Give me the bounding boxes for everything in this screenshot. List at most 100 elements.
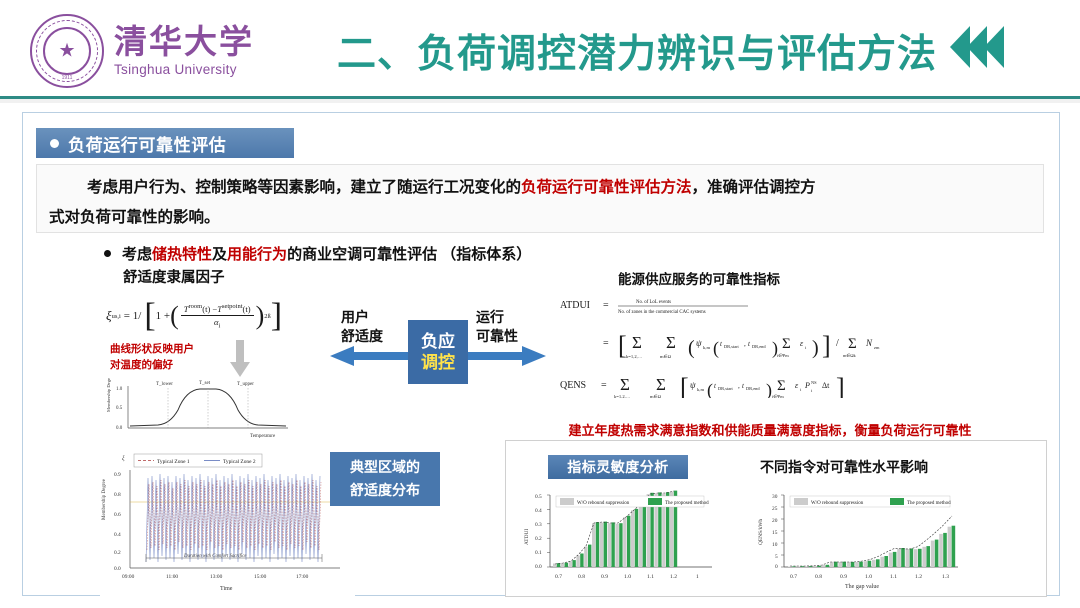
label-operation-reliability: 运行 可靠性 [476, 308, 518, 346]
cr-xtick-1-2: 1.2 [915, 574, 922, 580]
ts-ytick-02: 0.2 [114, 550, 121, 556]
ts-ytick-04: 0.4 [114, 532, 121, 538]
logo-chinese-name: 清华大学 [114, 22, 254, 62]
ts-ytick-06: 0.6 [114, 512, 121, 518]
ts-ytick-09: 0.9 [114, 472, 121, 478]
formula-lhs-sup: u [111, 312, 115, 320]
typical-zone-comfort-chart: ξ Typical Zone 1 Typical Zone 2 0.9 0.8 … [100, 440, 355, 600]
bullet-text-a: 考虑 [122, 246, 153, 263]
eq-qens-name: QENS [560, 380, 586, 391]
eq-qens-paren-open: ( [707, 380, 713, 398]
paragraph-line-1: 考虑用户行为、控制策略等因素影响，建立了随运行工况变化的负荷运行可靠性评估方法，… [49, 173, 1031, 203]
cl-xtick-1-0: 1.0 [624, 574, 631, 580]
eq-epsilon: ε [800, 339, 804, 348]
eq-sum-3-sub: i∈Ψm [777, 353, 789, 358]
eq-qens-sum-2-sub: m∈Ω [650, 394, 662, 398]
logo-english-name: Tsinghua University [114, 61, 237, 77]
bullet-text-b: 及 [212, 246, 228, 263]
cr-xtick-0-7: 0.7 [790, 574, 797, 580]
label-user-comfort-l2: 舒适度 [341, 328, 383, 344]
ts-ylabel-text: Membership Degree [102, 478, 107, 520]
eq-qens-psi: ψ [690, 380, 696, 390]
formula-lhs-sub: s,i [114, 312, 121, 320]
ts-series-zone2 [145, 473, 321, 563]
eq-t-start-sub: DR,start [724, 344, 740, 350]
qens-command-chart: 30 25 20 15 10 5 0 QENS/kWh [752, 487, 967, 591]
eq-qens-psi-sub: k,m [697, 387, 704, 393]
eq-bracket-close: ] [822, 331, 831, 360]
down-arrow-icon [230, 340, 250, 377]
cl-xtick-0-8: 0.8 [578, 574, 585, 580]
eq-qens-bracket-close: ] [836, 373, 845, 398]
eq-atdui-equals2: = [603, 338, 609, 349]
cr-ytick-30: 30 [772, 494, 778, 500]
cl-ytick-0-1: 0.1 [535, 550, 542, 556]
cr-ylabel: QENS/kWh [758, 519, 764, 545]
cl-ytick-0-5: 0.5 [535, 494, 542, 500]
bullet-text-c: 的商业空调可靠性评估 （指标体系） [287, 246, 532, 263]
curve-note-line-2: 对温度的偏好 [110, 359, 173, 371]
bottom-panel-red-banner: 建立年度热需求满意指数和供能质量满意度指标，衡量负荷运行可靠性 [568, 423, 972, 438]
eq-divide: / [836, 338, 839, 349]
eq-qens-epsilon-sub: i [800, 387, 802, 392]
chevron-left-icon [984, 26, 1004, 68]
eq-sum-4-sub: m∈Ωk [843, 353, 857, 358]
command-impact-title: 不同指令对可靠性水平影响 [760, 459, 928, 475]
eq-atdui-name: ATDUI [560, 300, 590, 311]
cr-xtick-1-0: 1.0 [865, 574, 872, 580]
eq-qens-sum-1-sub: k=1,2,… [614, 394, 631, 398]
header-divider [0, 96, 1080, 99]
mem-xlabel: Temperature [250, 434, 276, 439]
chevron-left-icon [967, 26, 987, 68]
tsinghua-seal-icon: ★ 1911 [30, 14, 104, 88]
paren-open-icon: ( [170, 301, 179, 330]
eq-qens-sum-1: Σ [620, 375, 630, 394]
cr-ytick-15: 15 [772, 530, 778, 536]
eq-paren-open-2: ( [713, 338, 719, 359]
eq-psi: ψ [696, 338, 702, 348]
curve-shape-note: 曲线形状反映用户 对温度的偏好 [110, 341, 194, 373]
fr-t2: (t) [242, 303, 251, 314]
cr-ytick-20: 20 [772, 518, 778, 524]
cl-xtick-0-7: 0.7 [555, 574, 562, 580]
ts-ytick-08: 0.8 [114, 492, 121, 498]
bullet-text-highlight-2: 用能行为 [227, 246, 288, 263]
cl-legend-a: W/O rebound suppression [577, 501, 630, 506]
eq-qens-P-sub: i [811, 388, 813, 393]
fr-T2-sup: setpoint [221, 302, 243, 310]
label-operation-reliability-l1: 运行 [476, 309, 504, 325]
mem-ylabel-text: Membership Degree [106, 378, 111, 412]
ts-duration-label: Duration with Comfort Sacrifice [183, 554, 247, 559]
bullet-text-highlight-1: 储热特性 [152, 246, 213, 263]
paragraph-line-2: 式对负荷可靠性的影响。 [49, 209, 220, 226]
eq-qens-sum-2: Σ [656, 375, 666, 394]
formula-exponent: 2ß [264, 312, 271, 320]
load-regulation-line-1: 负应 [421, 332, 455, 351]
eq-t-start: t [720, 340, 723, 348]
formula-lhs: ξ [106, 308, 112, 323]
eq-sum-2: Σ [666, 333, 676, 352]
load-regulation-line-2: 调控 [421, 353, 455, 372]
bullet-dot-icon [50, 138, 59, 148]
eq-qens-epsilon: ε [795, 381, 799, 390]
cl-trend-line [554, 490, 675, 565]
eq-qens-t-end-sub: DR,end [746, 386, 760, 392]
bullet-row: 考虑储热特性及用能行为的商业空调可靠性评估 （指标体系） [104, 243, 531, 264]
eq-paren-close-2: ) [772, 338, 778, 359]
atdui-sensitivity-chart: 0.5 0.4 0.3 0.2 0.1 0.0 ATDUI W/O reboun… [520, 487, 720, 591]
ts-series-zone1 [146, 479, 322, 551]
cl-ytick-0-0: 0.0 [535, 564, 542, 570]
seal-year: 1911 [61, 75, 73, 81]
cl-bars [553, 490, 678, 567]
mem-ytick-3: 0.0 [116, 426, 123, 431]
cl-xtick-1-2: 1.2 [670, 574, 677, 580]
reliability-index-equations: ATDUI = No. of LoL events No. of zones i… [560, 300, 880, 398]
fraction-numerator: Troom(t) −Tsetpoint(t) [180, 302, 254, 316]
section-heading-chip: 负荷运行可靠性评估 [36, 128, 294, 158]
cr-xlabel: The gap value [845, 584, 879, 590]
cr-ytick-25: 25 [772, 506, 778, 512]
fr-T2: T [217, 303, 222, 314]
eq-t-end: t [748, 340, 751, 348]
bullet-dot-icon [104, 250, 111, 257]
cr-bars [788, 525, 956, 567]
